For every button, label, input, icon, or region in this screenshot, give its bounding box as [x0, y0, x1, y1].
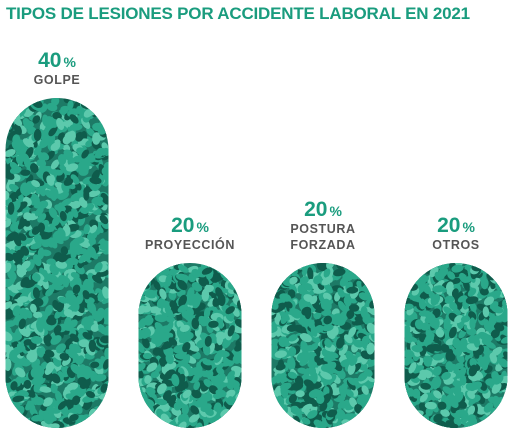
chart-title: TIPOS DE LESIONES POR ACCIDENTE LABORAL …	[6, 4, 470, 23]
value-label-3: 20%	[437, 214, 475, 237]
value-label-2: 20%	[304, 198, 342, 221]
category-label-1: PROYECCIÓN	[145, 237, 235, 252]
category-label-0: GOLPE	[34, 73, 81, 87]
bar-1	[138, 263, 242, 428]
value-label-0: 40%	[38, 49, 76, 72]
bar-3	[404, 263, 508, 428]
category-label-3: OTROS	[432, 238, 479, 252]
category-label-2-0: POSTURA	[290, 222, 355, 236]
bar-0	[5, 98, 109, 428]
bar-2	[271, 263, 375, 428]
value-label-1: 20%	[171, 214, 209, 237]
category-label-2-1: FORZADA	[290, 238, 355, 252]
